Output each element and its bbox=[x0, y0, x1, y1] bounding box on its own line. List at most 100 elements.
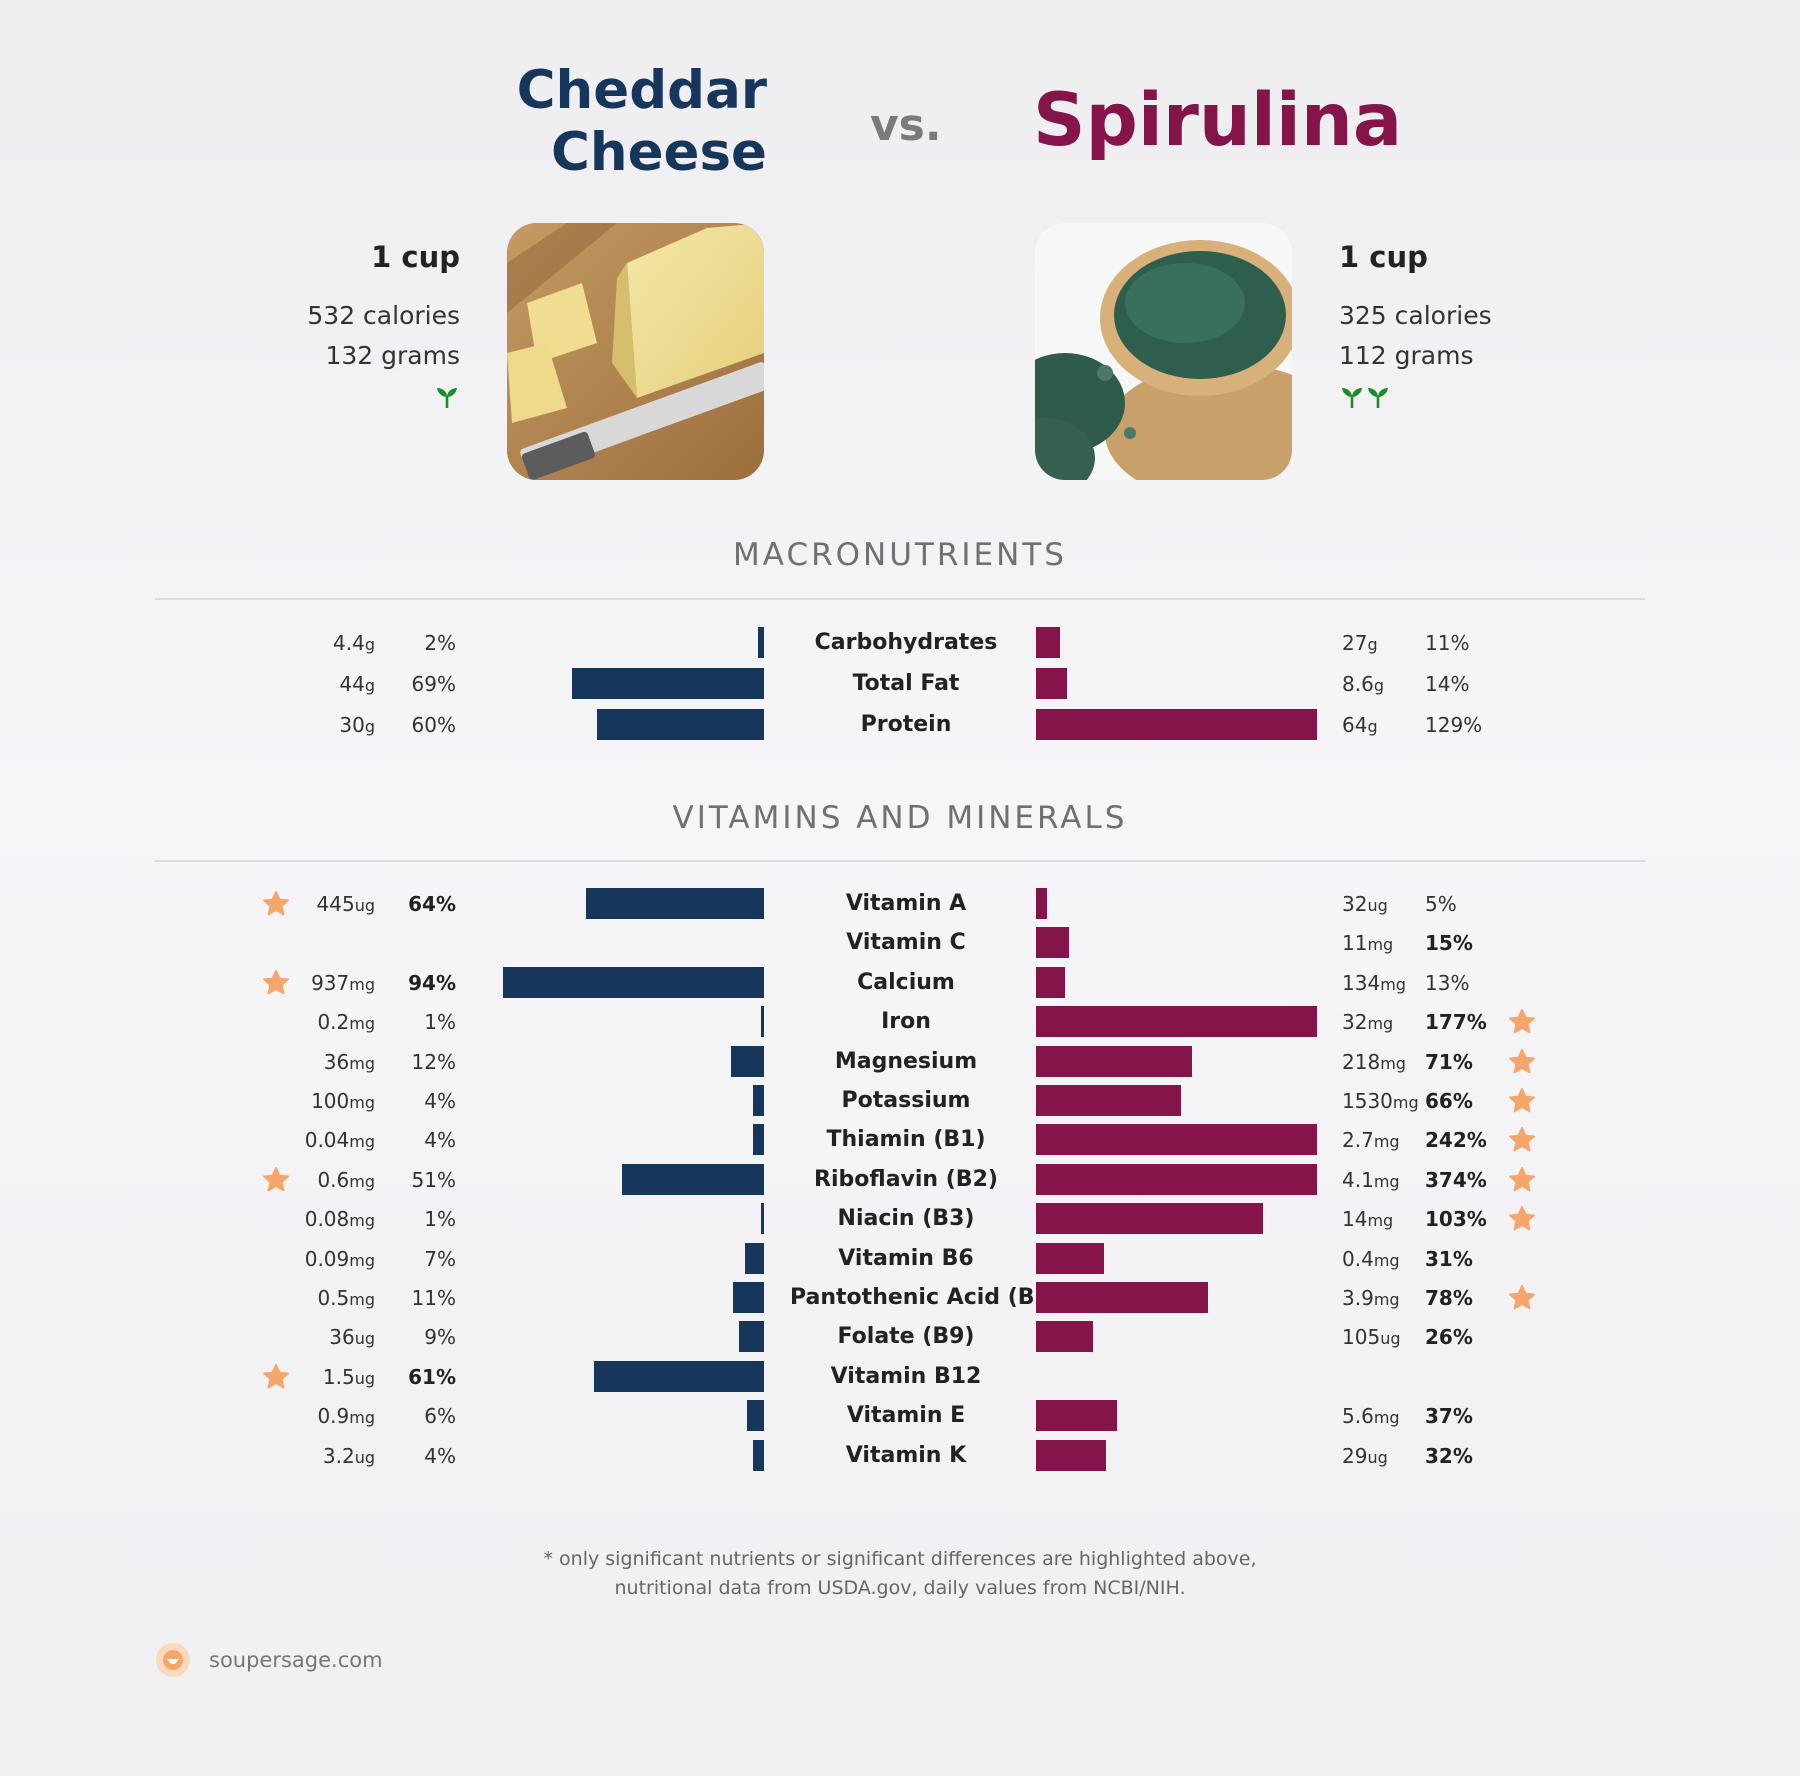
right-unit: mg bbox=[1373, 1408, 1400, 1428]
left-unit: g bbox=[364, 635, 375, 654]
left-amount: 30g bbox=[339, 713, 375, 737]
right-percent: 15% bbox=[1425, 931, 1473, 956]
sprout-icon bbox=[1368, 388, 1388, 408]
left-bar bbox=[744, 1242, 764, 1274]
left-amount: 100mg bbox=[311, 1089, 375, 1113]
right-bar bbox=[1036, 1045, 1193, 1077]
highlight-star-icon bbox=[262, 1166, 290, 1192]
left-food-title-line2: Cheese bbox=[550, 122, 767, 183]
nutrient-name: Thiamin (B1) bbox=[826, 1127, 986, 1153]
right-amount: 32mg bbox=[1342, 1010, 1394, 1035]
vitamin-row: Potassium 100mg 4% 1530mg 66% bbox=[0, 1084, 1800, 1118]
left-bar bbox=[733, 1282, 764, 1313]
left-bar bbox=[758, 627, 764, 658]
sprout-icon bbox=[437, 388, 457, 408]
right-bar bbox=[1036, 888, 1047, 919]
left-amount: 36mg bbox=[323, 1049, 375, 1074]
right-amount: 8.6g bbox=[1342, 672, 1384, 696]
left-food-title: Cheddar Cheese bbox=[517, 60, 767, 184]
right-percent: 14% bbox=[1425, 672, 1470, 696]
right-bar bbox=[1036, 668, 1067, 699]
right-amount: 14mg bbox=[1342, 1207, 1394, 1232]
left-unit: mg bbox=[349, 1132, 375, 1152]
versus-label: vs. bbox=[870, 100, 942, 151]
right-bar bbox=[1036, 1439, 1107, 1471]
vitamins-divider bbox=[155, 860, 1645, 862]
nutrient-name: Magnesium bbox=[834, 1048, 978, 1074]
right-amount: 134mg bbox=[1342, 970, 1406, 995]
left-unit: g bbox=[364, 676, 375, 695]
left-amount: 36ug bbox=[329, 1325, 375, 1350]
nutrient-name: Carbohydrates bbox=[814, 630, 998, 655]
left-bar bbox=[752, 1439, 764, 1471]
right-bar bbox=[1036, 966, 1065, 998]
right-unit: ug bbox=[1380, 1329, 1401, 1349]
right-unit: mg bbox=[1373, 1250, 1400, 1270]
left-percent: 4% bbox=[424, 1443, 456, 1468]
nutrient-name: Vitamin B6 bbox=[838, 1245, 974, 1271]
left-amount: 44g bbox=[339, 672, 375, 696]
sprout-icon bbox=[1342, 388, 1362, 408]
right-unit: g bbox=[1367, 635, 1378, 654]
nutrient-name: Folate (B9) bbox=[837, 1324, 975, 1350]
left-bar bbox=[752, 1124, 764, 1156]
left-sprout-rating bbox=[307, 384, 460, 414]
right-percent: 78% bbox=[1425, 1286, 1473, 1310]
right-bar bbox=[1036, 627, 1061, 658]
left-bar bbox=[747, 1400, 764, 1432]
vitamin-row: Folate (B9) 36ug 9% 105ug 26% bbox=[0, 1320, 1800, 1354]
nutrient-name: Pantothenic Acid (B5) bbox=[790, 1285, 1060, 1310]
vitamin-row: Niacin (B3) 0.08mg 1% 14mg 103% bbox=[0, 1202, 1800, 1236]
left-percent: 94% bbox=[408, 970, 456, 995]
right-bar bbox=[1036, 1085, 1182, 1116]
macronutrients-heading: MACRONUTRIENTS bbox=[733, 537, 1067, 573]
highlight-star-icon bbox=[1508, 1166, 1536, 1192]
left-food-title-line1: Cheddar bbox=[516, 60, 767, 121]
vitamin-row: Calcium 937mg 94% 134mg 13% bbox=[0, 966, 1800, 1000]
right-unit: mg bbox=[1367, 1014, 1394, 1034]
left-bar bbox=[586, 888, 764, 919]
highlight-star-icon bbox=[1508, 1206, 1536, 1231]
right-amount: 27g bbox=[1342, 631, 1378, 655]
vitamin-row: Vitamin B6 0.09mg 7% 0.4mg 31% bbox=[0, 1242, 1800, 1276]
brand[interactable]: soupersage.com bbox=[155, 1642, 383, 1678]
left-bar bbox=[761, 1203, 764, 1235]
left-bar bbox=[738, 1321, 764, 1353]
brand-name[interactable]: soupersage.com bbox=[209, 1648, 383, 1672]
vitamin-row: Vitamin C 11mg 15% bbox=[0, 926, 1800, 960]
right-percent: 71% bbox=[1425, 1049, 1473, 1074]
macro-row: Carbohydrates 4.4g 2% 27g 11% bbox=[0, 626, 1800, 660]
left-unit: g bbox=[364, 717, 375, 736]
left-unit: mg bbox=[349, 974, 375, 994]
left-bar bbox=[572, 668, 764, 699]
right-unit: ug bbox=[1367, 896, 1388, 915]
right-percent: 26% bbox=[1425, 1325, 1473, 1350]
left-serving-size: 1 cup bbox=[371, 240, 460, 274]
highlight-star-icon bbox=[262, 890, 290, 916]
left-percent: 4% bbox=[424, 1089, 456, 1113]
right-unit: mg bbox=[1367, 935, 1394, 955]
nutrient-name: Vitamin E bbox=[846, 1403, 966, 1429]
right-percent: 129% bbox=[1425, 713, 1483, 737]
right-calories: 325 calories bbox=[1339, 301, 1492, 330]
nutrient-name: Vitamin A bbox=[845, 891, 967, 916]
vitamin-row: Vitamin B12 1.5ug 61% bbox=[0, 1360, 1800, 1394]
nutrient-name: Total Fat bbox=[852, 671, 960, 696]
right-amount: 5.6mg bbox=[1342, 1404, 1400, 1429]
left-amount: 937mg bbox=[311, 970, 375, 995]
right-unit: mg bbox=[1380, 974, 1406, 994]
highlight-star-icon bbox=[1508, 1087, 1536, 1113]
left-amount: 0.2mg bbox=[317, 1010, 375, 1035]
nutrient-name: Calcium bbox=[857, 969, 955, 995]
vitamin-row: Thiamin (B1) 0.04mg 4% 2.7mg 242% bbox=[0, 1123, 1800, 1157]
right-unit: mg bbox=[1392, 1093, 1419, 1112]
left-amount: 0.6mg bbox=[317, 1167, 375, 1192]
vitamin-row: Iron 0.2mg 1% 32mg 177% bbox=[0, 1005, 1800, 1039]
macro-row: Total Fat 44g 69% 8.6g 14% bbox=[0, 667, 1800, 701]
left-unit: mg bbox=[349, 1053, 375, 1073]
vitamin-row: Vitamin K 3.2ug 4% 29ug 32% bbox=[0, 1439, 1800, 1473]
vitamin-row: Vitamin E 0.9mg 6% 5.6mg 37% bbox=[0, 1399, 1800, 1433]
right-unit: g bbox=[1373, 676, 1384, 695]
nutrient-name: Protein bbox=[860, 712, 952, 737]
right-amount: 1530mg bbox=[1342, 1089, 1419, 1113]
